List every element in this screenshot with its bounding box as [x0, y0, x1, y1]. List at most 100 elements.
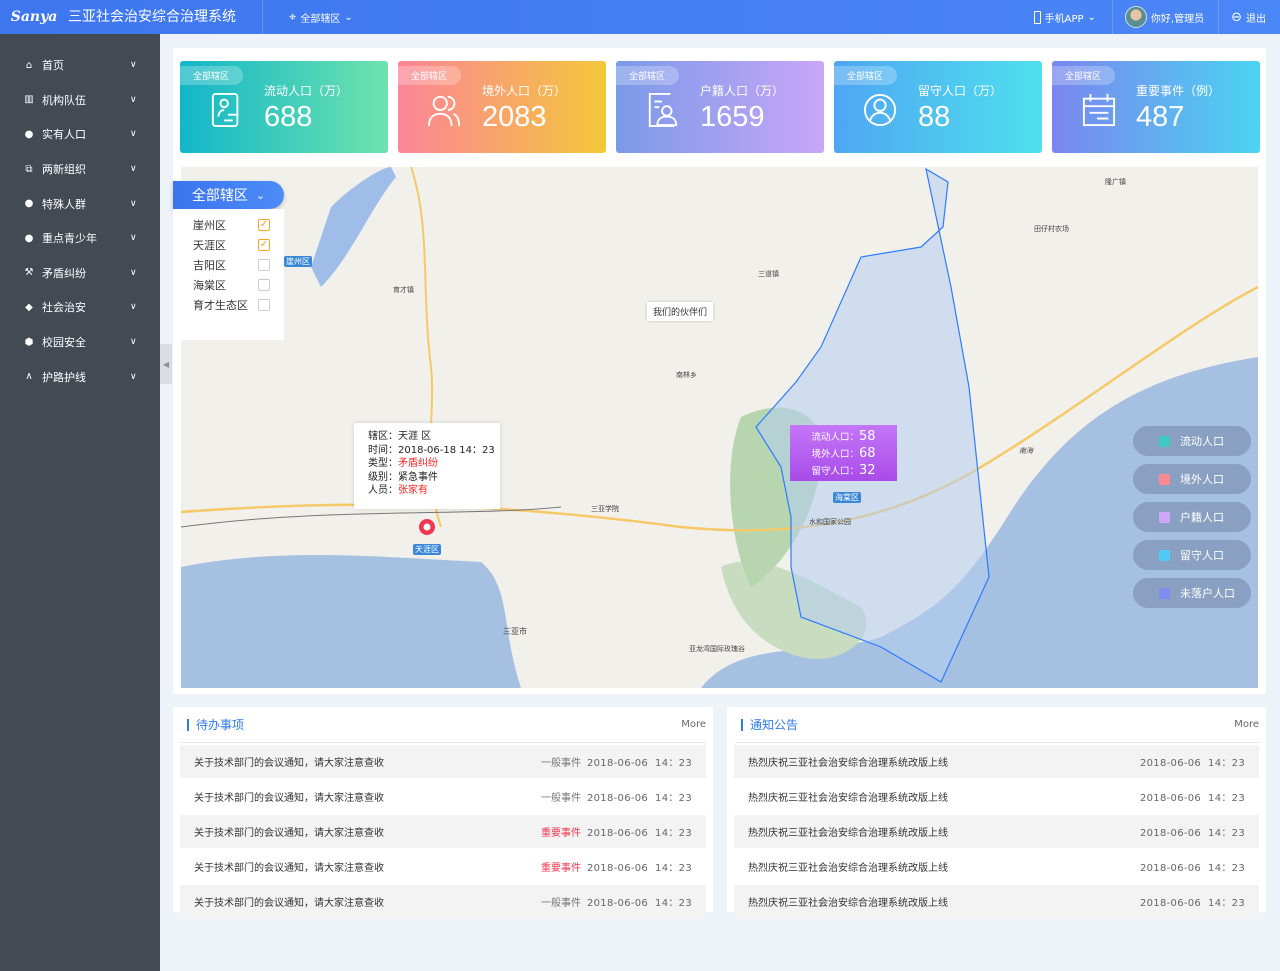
- chevron-down-icon: ⌄: [344, 11, 353, 23]
- district-option-label: 育才生态区: [193, 299, 248, 312]
- event-info-popup: 辖区：天涯 区时间：2018-06-18 14：23 类型：矛盾纠纷 级别：紧急事件…: [354, 423, 500, 509]
- sidebar-item[interactable]: ● 实有人口 ∨: [0, 117, 160, 152]
- population-value: 58: [858, 429, 876, 444]
- sidebar-item[interactable]: ● 特殊人群 ∨: [0, 186, 160, 221]
- chevron-down-icon: ∨: [130, 371, 137, 382]
- notice-row[interactable]: 热烈庆祝三亚社会治安综合治理系统改版上线 2018-06-06 14：23: [734, 815, 1259, 848]
- checkbox[interactable]: [258, 279, 270, 291]
- legend-item[interactable]: 户籍人口: [1133, 502, 1251, 532]
- chevron-down-icon: ∨: [130, 94, 137, 105]
- sidebar-item[interactable]: ⚒ 矛盾纠纷 ∨: [0, 256, 160, 291]
- notice-row[interactable]: 热烈庆祝三亚社会治安综合治理系统改版上线 2018-06-06 14：23: [734, 850, 1259, 883]
- legend-swatch: [1159, 435, 1170, 447]
- todo-row[interactable]: 关于技术部门的会议通知，请大家注意查收 重要事件 2018-06-06 14：23: [180, 850, 706, 883]
- stat-card[interactable]: 全部辖区 重要事件（例） 487: [1052, 61, 1260, 153]
- logout-button[interactable]: ⊖ 退出: [1218, 0, 1280, 34]
- event-info-value: 天涯 区: [398, 431, 432, 442]
- legend-item[interactable]: 留守人口: [1133, 540, 1251, 570]
- event-info-value: 紧急事件: [398, 471, 438, 483]
- population-row: 境外人口：68: [790, 446, 897, 463]
- notice-row[interactable]: 热烈庆祝三亚社会治安综合治理系统改版上线 2018-06-06 14：23: [734, 885, 1259, 918]
- stat-value: 487: [1136, 101, 1185, 133]
- mobile-app-menu[interactable]: 手机APP ⌄: [1022, 0, 1112, 34]
- sidebar-item-label: 矛盾纠纷: [42, 266, 86, 280]
- map-label: 三亚学院: [591, 505, 619, 513]
- sidebar-item[interactable]: ∧ 护路护线 ∨: [0, 359, 160, 394]
- stats-panel: 全部辖区 流动人口（万） 688 全部辖区 境外人口（万） 2083 全部辖区 户籍人口（万）…: [173, 48, 1266, 160]
- notice-text: 热烈庆祝三亚社会治安综合治理系统改版上线: [748, 898, 948, 909]
- user-menu[interactable]: 你好,管理员: [1111, 0, 1218, 34]
- event-info-row: 时间：2018-06-18 14：23: [368, 444, 500, 458]
- checkbox[interactable]: ✓: [258, 239, 270, 251]
- district-option-label: 崖州区: [193, 219, 226, 232]
- notice-text: 热烈庆祝三亚社会治安综合治理系统改版上线: [748, 793, 948, 804]
- sidebar-item[interactable]: ▥ 机构队伍 ∨: [0, 83, 160, 118]
- notice-more-link[interactable]: More: [1234, 719, 1259, 730]
- sidebar-item[interactable]: ⌂ 首页 ∨: [0, 48, 160, 83]
- app-title: 三亚社会治安综合治理系统: [68, 0, 263, 34]
- notice-row[interactable]: 热烈庆祝三亚社会治安综合治理系统改版上线 2018-06-06 14：23: [734, 745, 1259, 778]
- todo-row[interactable]: 关于技术部门的会议通知，请大家注意查收 重要事件 2018-06-06 14：23: [180, 815, 706, 848]
- todo-time: 2018-06-06 14：23: [586, 828, 692, 839]
- todo-text: 关于技术部门的会议通知，请大家注意查收: [194, 758, 384, 769]
- green-area: [721, 561, 867, 659]
- district-option[interactable]: 崖州区 ✓: [173, 215, 284, 235]
- stat-card[interactable]: 全部辖区 留守人口（万） 88: [834, 61, 1042, 153]
- chevron-down-icon: ∨: [130, 198, 137, 209]
- population-value: 32: [858, 463, 876, 478]
- legend-item[interactable]: 未落户人口: [1133, 578, 1251, 608]
- sidebar-item-label: 社会治安: [42, 301, 86, 315]
- checkbox[interactable]: ✓: [258, 219, 270, 231]
- sidebar-item[interactable]: ● 重点青少年 ∨: [0, 221, 160, 256]
- railway: [181, 506, 562, 528]
- stat-label: 户籍人口（万）: [700, 84, 785, 98]
- map-label: 三亚市: [503, 627, 527, 636]
- greeting: 你好,管理员: [1150, 13, 1205, 25]
- event-info-key: 辖区：: [368, 431, 398, 442]
- todo-text: 关于技术部门的会议通知，请大家注意查收: [194, 828, 384, 839]
- legend-label: 境外人口: [1180, 473, 1224, 486]
- sidebar-item[interactable]: ⧉ 两新组织 ∨: [0, 152, 160, 187]
- checkbox[interactable]: [258, 299, 270, 311]
- sidebar: ⌂ 首页 ∨ ▥ 机构队伍 ∨ ● 实有人口 ∨ ⧉ 两新组织 ∨ ● 特殊人群 ∨ ● 重点青少年 ∨ ⚒ 矛盾纠纷…: [0, 34, 160, 971]
- stat-card[interactable]: 全部辖区 境外人口（万） 2083: [398, 61, 606, 153]
- sidebar-item[interactable]: ◆ 社会治安 ∨: [0, 290, 160, 325]
- user-tag-icon: ●: [24, 198, 34, 210]
- chevron-down-icon: ∨: [130, 337, 137, 348]
- todo-row[interactable]: 关于技术部门的会议通知，请大家注意查收 一般事件 2018-06-06 14：23: [180, 780, 706, 813]
- logout-icon: ⊖: [1231, 9, 1242, 25]
- building-icon: ▥: [24, 94, 34, 106]
- stat-card[interactable]: 全部辖区 户籍人口（万） 1659: [616, 61, 824, 153]
- event-info-row: 人员：张家有: [368, 484, 500, 498]
- district-option-label: 海棠区: [193, 279, 226, 292]
- todo-row[interactable]: 关于技术部门的会议通知，请大家注意查收 一般事件 2018-06-06 14：23: [180, 745, 706, 778]
- map-label: 亚龙湾国际玫瑰谷: [689, 645, 745, 653]
- notice-title: 通知公告: [741, 718, 798, 731]
- notice-text: 热烈庆祝三亚社会治安综合治理系统改版上线: [748, 863, 948, 874]
- stat-card[interactable]: 全部辖区 流动人口（万） 688: [180, 61, 388, 153]
- map-label: 南林乡: [676, 371, 697, 379]
- district-option[interactable]: 天涯区 ✓: [173, 235, 284, 255]
- district-option[interactable]: 吉阳区: [173, 255, 284, 275]
- district-selector[interactable]: ⌖ 全部辖区 ⌄: [263, 0, 365, 34]
- district-dropdown-button[interactable]: 全部辖区 ⌄: [173, 181, 284, 209]
- chevron-down-icon: ∨: [130, 129, 137, 140]
- checkbox[interactable]: [258, 259, 270, 271]
- sidebar-collapse-button[interactable]: ◀: [160, 344, 172, 384]
- map[interactable]: 崖州区 天涯区 海棠区 三亚市 南海 育才镇 三道镇 南林乡 田仔村农场 隆广镇…: [181, 167, 1258, 688]
- legend-item[interactable]: 流动人口: [1133, 426, 1251, 456]
- district-option[interactable]: 海棠区: [173, 275, 284, 295]
- stat-value: 688: [264, 101, 313, 133]
- legend-item[interactable]: 境外人口: [1133, 464, 1251, 494]
- id-card-icon: [648, 93, 678, 127]
- todo-time: 2018-06-06 14：23: [586, 758, 692, 769]
- district-option[interactable]: 育才生态区: [173, 295, 284, 315]
- todo-text: 关于技术部门的会议通知，请大家注意查收: [194, 793, 384, 804]
- notice-row[interactable]: 热烈庆祝三亚社会治安综合治理系统改版上线 2018-06-06 14：23: [734, 780, 1259, 813]
- todo-more-link[interactable]: More: [681, 719, 706, 730]
- chevron-down-icon: ⌄: [255, 188, 266, 202]
- todo-row[interactable]: 关于技术部门的会议通知，请大家注意查收 一般事件 2018-06-06 14：23: [180, 885, 706, 918]
- chevron-down-icon: ∨: [130, 233, 137, 244]
- sidebar-item[interactable]: ⬢ 校园安全 ∨: [0, 325, 160, 360]
- event-info-row: 类型：矛盾纠纷: [368, 457, 500, 471]
